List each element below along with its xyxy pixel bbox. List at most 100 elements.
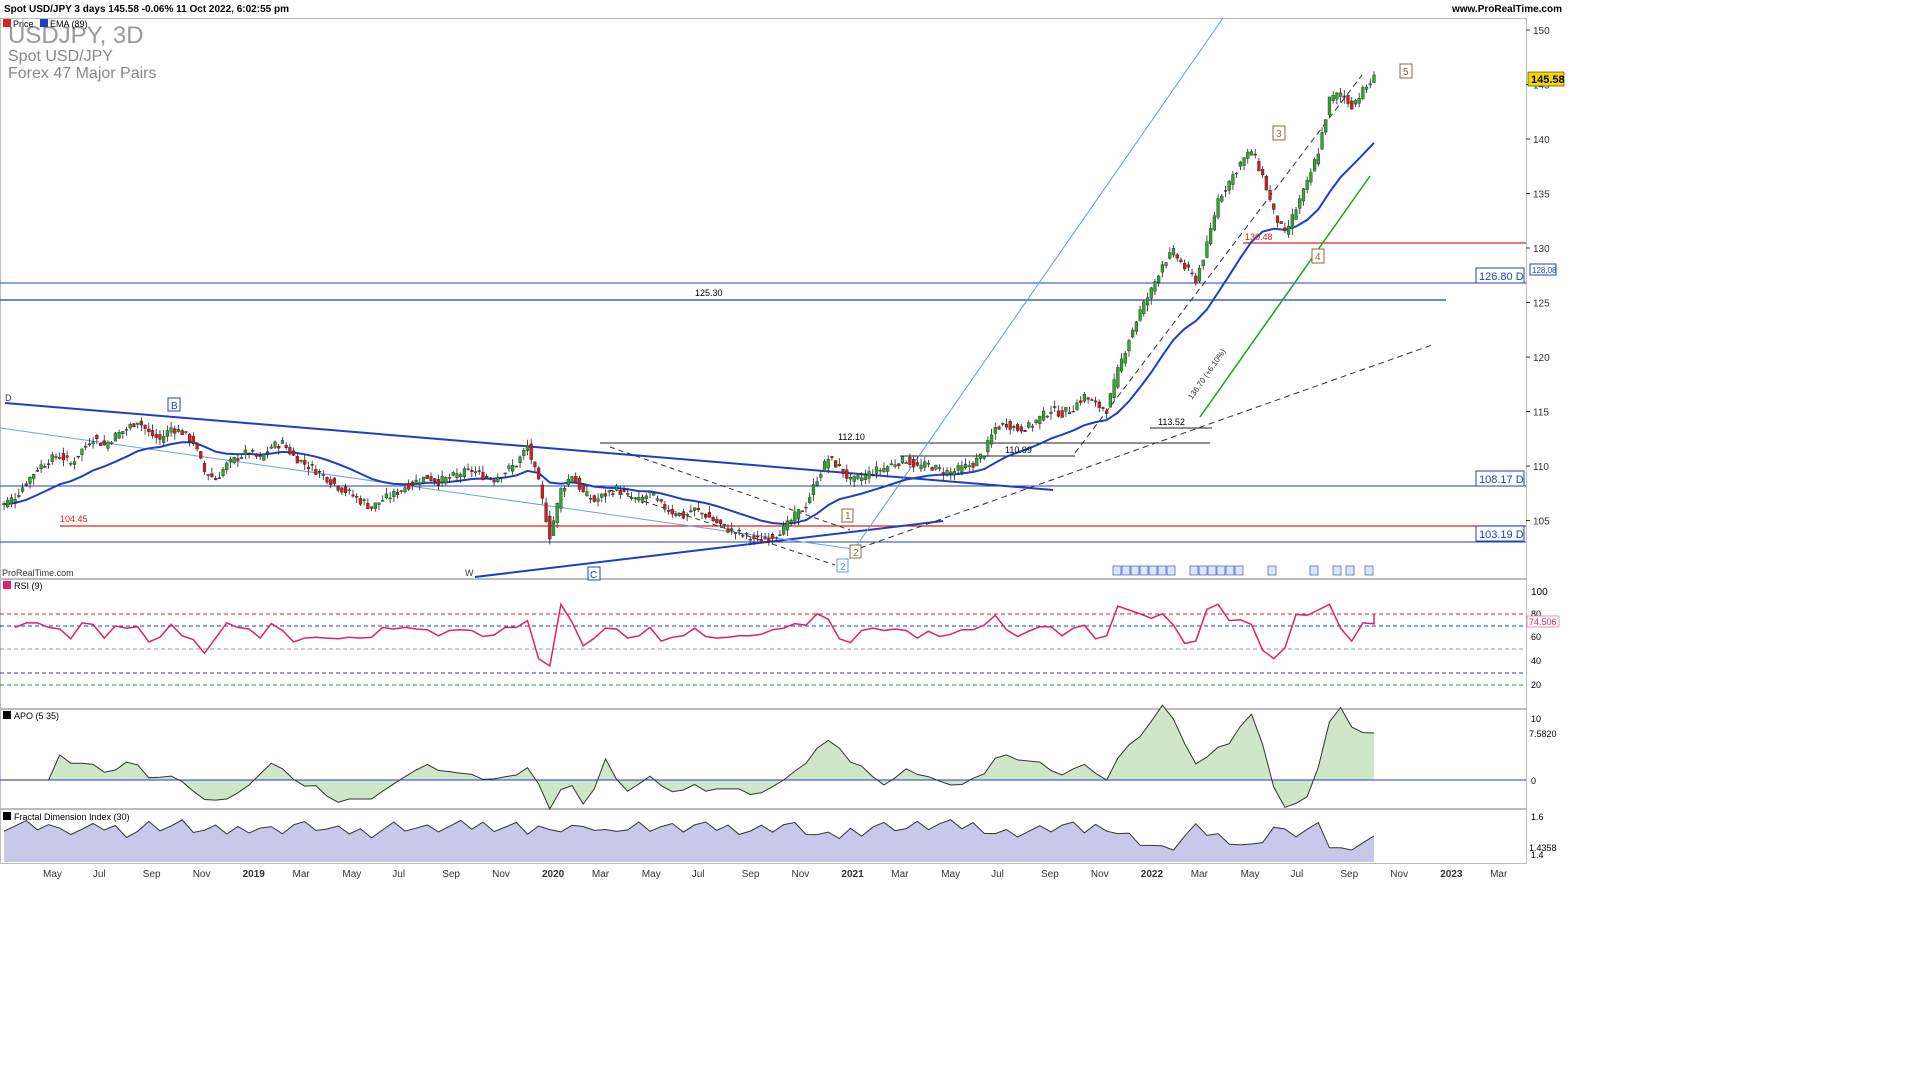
candle-body bbox=[240, 457, 244, 459]
candle-body bbox=[852, 475, 856, 482]
candle-body bbox=[878, 469, 882, 472]
candle-body bbox=[611, 493, 615, 496]
calendar-event-icon[interactable] bbox=[1189, 565, 1199, 576]
price-tick-label: 130 bbox=[1533, 244, 1550, 255]
event-icons[interactable] bbox=[1112, 565, 1374, 576]
candle-body bbox=[139, 420, 143, 426]
dashed-wedge-upper[interactable] bbox=[609, 446, 851, 531]
time-axis-label: Jul bbox=[93, 869, 106, 880]
candle-body bbox=[1060, 410, 1064, 418]
calendar-event-icon[interactable] bbox=[1207, 565, 1217, 576]
calendar-event-icon[interactable] bbox=[1234, 565, 1244, 576]
calendar-event-icon[interactable] bbox=[1121, 565, 1131, 576]
candle-body bbox=[1190, 272, 1194, 275]
candle-body bbox=[952, 471, 957, 476]
symbol-title: USDJPY, 3D bbox=[8, 22, 144, 49]
candle-body bbox=[603, 493, 608, 497]
candle-body bbox=[485, 475, 489, 478]
candle-body bbox=[559, 488, 563, 509]
price-axis: 150145140135130125120115110105 bbox=[1526, 26, 1550, 528]
candle-body bbox=[860, 477, 864, 481]
candle-body bbox=[685, 513, 689, 516]
candle-body bbox=[1301, 188, 1306, 202]
candle-body bbox=[1246, 151, 1250, 159]
price-chart[interactable]: 150 1 4 5 140 135 130 125 120 115 110 105 USDJPY, 3… bbox=[0, 0, 1568, 882]
candle-body bbox=[1249, 151, 1254, 156]
candle-body bbox=[269, 446, 273, 449]
candle-body bbox=[975, 457, 979, 467]
price-tick-label: 105 bbox=[1533, 517, 1550, 528]
wave-label-2: 2 bbox=[853, 548, 859, 559]
calendar-event-icon[interactable] bbox=[1112, 565, 1122, 576]
time-axis-label: Jul bbox=[692, 869, 705, 880]
wave-4-support-line[interactable] bbox=[1199, 175, 1371, 418]
wave-label-1: 1 bbox=[845, 511, 851, 522]
candle-body bbox=[395, 492, 400, 495]
calendar-event-icon[interactable] bbox=[1157, 565, 1167, 576]
calendar-event-icon[interactable] bbox=[1166, 565, 1176, 576]
candle-body bbox=[718, 519, 723, 524]
calendar-event-icon[interactable] bbox=[1225, 565, 1235, 576]
candle-body bbox=[1272, 203, 1276, 210]
dashed-channel-upper[interactable] bbox=[1074, 74, 1363, 454]
candle-body bbox=[1346, 95, 1350, 104]
candle-body bbox=[399, 490, 403, 492]
candle-body bbox=[1064, 407, 1068, 412]
channel-lower-line[interactable] bbox=[0, 427, 861, 551]
calendar-event-icon[interactable] bbox=[1198, 565, 1208, 576]
candle-body bbox=[696, 507, 700, 511]
calendar-event-icon[interactable] bbox=[1332, 565, 1342, 576]
candle-body bbox=[1045, 415, 1049, 418]
rsi-title: RSI (9) bbox=[14, 581, 43, 591]
candle-body bbox=[206, 474, 210, 476]
candle-body bbox=[819, 474, 823, 478]
candle-body bbox=[707, 512, 712, 518]
calendar-event-icon[interactable] bbox=[1130, 565, 1140, 576]
drawing-lines[interactable] bbox=[0, 17, 1526, 578]
candle-body bbox=[926, 462, 931, 465]
candle-body bbox=[1138, 309, 1142, 321]
candle-body bbox=[132, 423, 136, 428]
dashed-wedge-lower[interactable] bbox=[609, 489, 836, 566]
candle-body bbox=[871, 474, 875, 476]
calendar-event-icon[interactable] bbox=[1139, 565, 1149, 576]
calendar-event-icon[interactable] bbox=[1216, 565, 1226, 576]
candle-body bbox=[997, 426, 1001, 430]
candle-body bbox=[355, 496, 359, 498]
candle-body bbox=[488, 478, 492, 480]
candle-body bbox=[637, 496, 641, 501]
instrument-name: Spot USD/JPY bbox=[8, 48, 113, 65]
calendar-event-icon[interactable] bbox=[1345, 565, 1355, 576]
chart-header: Spot USD/JPY 3 days 145.58 -0.06% 11 Oct… bbox=[0, 0, 1568, 18]
candle-body bbox=[830, 456, 834, 458]
candle-body bbox=[963, 463, 968, 469]
candle-body bbox=[1101, 407, 1105, 409]
provider-url[interactable]: www.ProRealTime.com bbox=[1451, 4, 1562, 15]
candle-body bbox=[481, 471, 485, 480]
wave-label-c: C bbox=[590, 570, 597, 581]
candle-body bbox=[1179, 259, 1183, 263]
candle-body bbox=[284, 445, 288, 448]
time-axis-label: 2023 bbox=[1440, 869, 1463, 880]
candle-body bbox=[117, 432, 121, 439]
dashed-channel-lower[interactable] bbox=[859, 344, 1433, 549]
candle-body bbox=[214, 478, 218, 481]
calendar-event-icon[interactable] bbox=[1148, 565, 1158, 576]
time-axis-label: Mar bbox=[1191, 869, 1209, 880]
candle-body bbox=[785, 520, 789, 531]
uptrend-line[interactable] bbox=[474, 520, 944, 578]
candle-body bbox=[908, 456, 912, 465]
calendar-event-icon[interactable] bbox=[1267, 565, 1277, 576]
candle-body bbox=[1279, 221, 1283, 224]
calendar-event-icon[interactable] bbox=[1364, 565, 1374, 576]
candle-body bbox=[1041, 410, 1046, 421]
steep-trend-line[interactable] bbox=[854, 17, 1224, 549]
instrument-summary: Spot USD/JPY 3 days 145.58 -0.06% 11 Oct… bbox=[4, 4, 289, 15]
candle-body bbox=[1034, 419, 1038, 424]
candle-body bbox=[1142, 301, 1146, 314]
candle-body bbox=[39, 464, 43, 470]
candle-body bbox=[826, 458, 830, 469]
calendar-event-icon[interactable] bbox=[1309, 565, 1319, 576]
ema-89-line bbox=[3, 142, 1375, 526]
candle-body bbox=[407, 483, 411, 490]
